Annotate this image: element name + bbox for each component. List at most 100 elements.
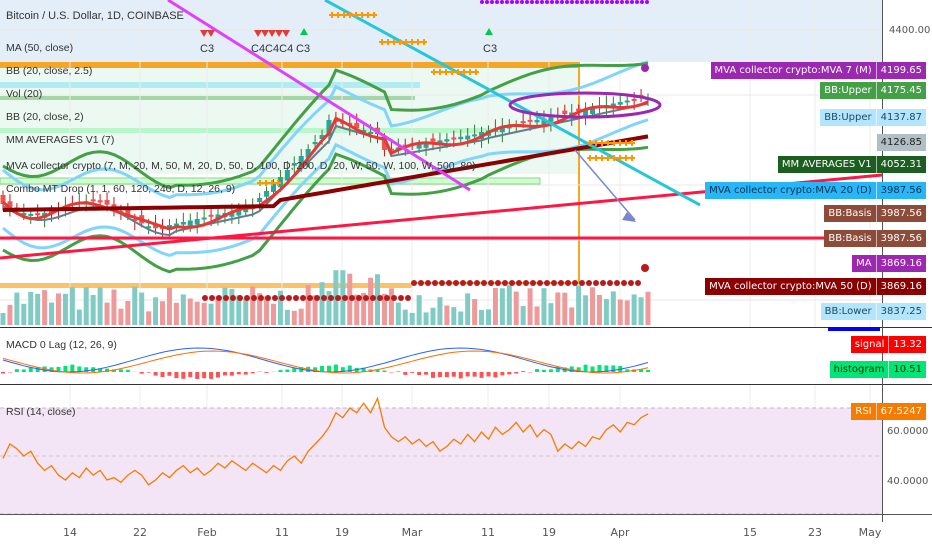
purple-dot-row <box>610 0 614 4</box>
combo-dot-row1 <box>432 280 438 286</box>
projection-arrow <box>574 149 636 221</box>
price-tag-ma: MA 3869.16 <box>852 255 926 272</box>
volume-bar <box>388 288 394 325</box>
purple-dot-row <box>585 0 589 4</box>
indicator-macd-0-lag[interactable]: MACD 0 Lag (12, 26, 9) <box>6 339 117 351</box>
orange-cross-row <box>409 39 415 45</box>
orange-cross-row <box>359 12 365 18</box>
candle-body <box>257 198 263 202</box>
indicator-vol-20[interactable]: Vol (20) <box>6 88 43 100</box>
volume-bar <box>7 304 13 325</box>
combo-dot-row2 <box>223 295 229 301</box>
orange-cross-row <box>385 39 391 45</box>
volume-bar <box>423 312 429 325</box>
rsi-tag: RSI 67.5247 <box>851 403 926 420</box>
orange-cross-row <box>605 140 611 146</box>
purple-dot-row <box>490 0 494 4</box>
mva-50-line <box>2 134 649 212</box>
price-tag-value: 4052.31 <box>880 159 922 170</box>
macd-histogram-bar <box>229 372 234 376</box>
macd-histogram-bar <box>382 370 387 372</box>
candle-body <box>21 212 27 216</box>
macd-histogram-bar <box>139 372 144 374</box>
indicator-ma-50[interactable]: MA (50, close) <box>6 42 74 54</box>
volume-bar <box>458 311 464 325</box>
time-axis-label: 23 <box>808 526 822 539</box>
candle-body <box>97 200 103 203</box>
orange-cross-row <box>461 69 467 75</box>
purple-dot-row <box>510 0 514 4</box>
candle-body <box>499 127 505 133</box>
volume-bar <box>624 300 630 325</box>
indicator-bb-25[interactable]: BB (20, close, 2.5) <box>6 65 93 77</box>
orange-cross-row <box>391 39 397 45</box>
candle-body <box>361 130 367 133</box>
volume-bar <box>520 306 526 325</box>
purple-dot-row <box>500 0 504 4</box>
candle-body <box>381 138 387 150</box>
orange-cross-row <box>467 69 473 75</box>
macd-histogram-bar <box>604 365 609 372</box>
combo-dot-row2 <box>272 295 278 301</box>
volume-bar <box>111 289 117 325</box>
indicator-mva-collector[interactable]: MVA collector crypto (7, M, 20, M, 50, M… <box>6 160 476 172</box>
band-cloud <box>0 62 580 174</box>
combo-dot-row2 <box>363 295 369 301</box>
macd-tag-histogram: histogram 10.51 <box>829 361 926 378</box>
candle-body <box>208 214 214 217</box>
macd-histogram-bar <box>222 372 227 376</box>
macd-tag-value: 10.51 <box>893 364 922 375</box>
buy-triangle <box>485 28 493 35</box>
volume-bar <box>180 294 186 325</box>
combo-dot-row2 <box>279 295 285 301</box>
purple-dot-row <box>640 0 644 4</box>
combo-dot-row2 <box>286 295 292 301</box>
macd-histogram-bar <box>153 372 158 376</box>
combo-dot-row2 <box>349 295 355 301</box>
volume-bar <box>485 309 491 325</box>
price-tag-label: MVA collector crypto:MVA 7 (M) <box>711 62 877 79</box>
orange-cross-row <box>353 12 359 18</box>
volume-bar <box>173 302 179 325</box>
macd-histogram-bar <box>21 369 26 372</box>
candle-body <box>264 191 270 197</box>
purple-dot-row <box>605 0 609 4</box>
macd-histogram-bar <box>56 366 61 372</box>
candle-body <box>368 132 374 134</box>
indicator-bb-2[interactable]: BB (20, close, 2) <box>6 111 84 123</box>
purple-dot-row <box>555 0 559 4</box>
price-tag-label: BB:Basis <box>824 205 877 222</box>
macd-histogram-bar <box>396 371 401 372</box>
combo-dot-row1 <box>509 280 515 286</box>
combo-dot-row2 <box>328 295 334 301</box>
macd-histogram-bar <box>326 365 331 372</box>
price-tag-mm-averages: MM AVERAGES V1 4052.31 <box>777 156 926 173</box>
price-tag-label: BB:Lower <box>821 303 877 320</box>
time-axis[interactable]: 14 22 Feb 11 19 Mar 11 19 Apr 15 23 May <box>63 526 882 539</box>
volume-bar <box>437 297 443 325</box>
rsi-band-fill <box>0 408 882 514</box>
macd-histogram-bar <box>639 369 644 372</box>
indicator-mm-averages[interactable]: MM AVERAGES V1 (7) <box>6 134 115 146</box>
macd-signal-line <box>2 350 649 374</box>
macd-tag-signal: signal 13.32 <box>850 336 926 353</box>
volume-bar <box>42 290 48 325</box>
macd-histogram-bar <box>14 369 19 372</box>
combo-dot-row2 <box>202 295 208 301</box>
sell-triangle <box>254 30 262 37</box>
macd-histogram-bar <box>188 372 193 378</box>
orange-cross-row <box>599 140 605 146</box>
purple-dot-row <box>545 0 549 4</box>
indicator-combo-mt-drop[interactable]: Combo MT Drop (1, 1, 60, 120, 240, D, 12… <box>6 183 236 195</box>
volume-bar <box>576 285 582 325</box>
volume-bar <box>534 306 540 325</box>
purple-dot-row <box>505 0 509 4</box>
symbol-title[interactable]: Bitcoin / U.S. Dollar, 1D, COINBASE <box>6 10 184 22</box>
volume-bar <box>90 294 96 325</box>
indicator-rsi[interactable]: RSI (14, close) <box>6 406 76 418</box>
volume-bar <box>298 308 304 325</box>
time-axis-label: 19 <box>335 526 349 539</box>
volume-bar <box>0 312 6 325</box>
macd-histogram-bar <box>597 364 602 372</box>
price-tick-4400: 4400.00 <box>889 25 930 36</box>
